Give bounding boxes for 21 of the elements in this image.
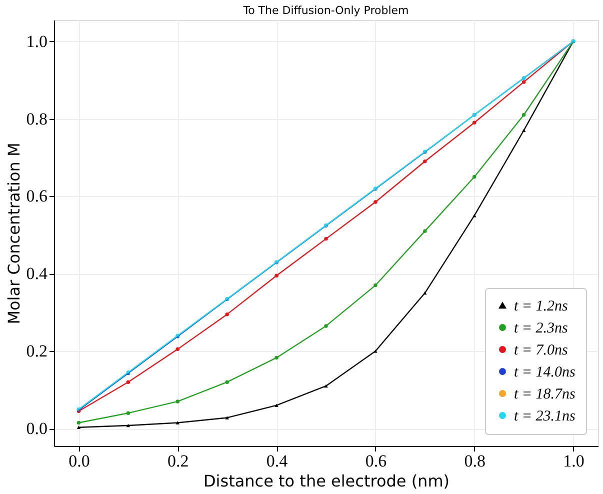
legend-label: t = 1.2ns bbox=[514, 298, 568, 314]
legend-label: t = 7.0ns bbox=[514, 342, 568, 358]
x-tick-label: 1.0 bbox=[563, 452, 584, 470]
legend-label: t = 23.1ns bbox=[514, 408, 576, 424]
chart-title: To The Diffusion-Only Problem bbox=[242, 4, 409, 17]
x-tick-label: 0.6 bbox=[365, 452, 387, 470]
x-tick-label: 0.4 bbox=[266, 452, 288, 470]
x-axis-title: Distance to the electrode (nm) bbox=[203, 472, 450, 490]
y-tick-label: 0.6 bbox=[26, 186, 48, 206]
x-tick-label: 0.0 bbox=[68, 452, 90, 470]
y-tick-label: 0.2 bbox=[26, 342, 48, 361]
legend-label: t = 14.0ns bbox=[514, 364, 576, 380]
y-tick-label: 0.4 bbox=[26, 264, 48, 284]
y-axis-title: Molar Concentration M bbox=[4, 142, 24, 324]
x-tick-label: 0.8 bbox=[464, 452, 486, 470]
legend-label: t = 18.7ns bbox=[514, 386, 576, 402]
y-tick-label: 0.8 bbox=[26, 109, 48, 128]
y-tick-label: 0.0 bbox=[26, 419, 48, 438]
legend-label: t = 2.3ns bbox=[514, 320, 568, 336]
y-tick-label: 1.0 bbox=[26, 32, 48, 51]
x-tick-label: 0.2 bbox=[168, 452, 189, 470]
